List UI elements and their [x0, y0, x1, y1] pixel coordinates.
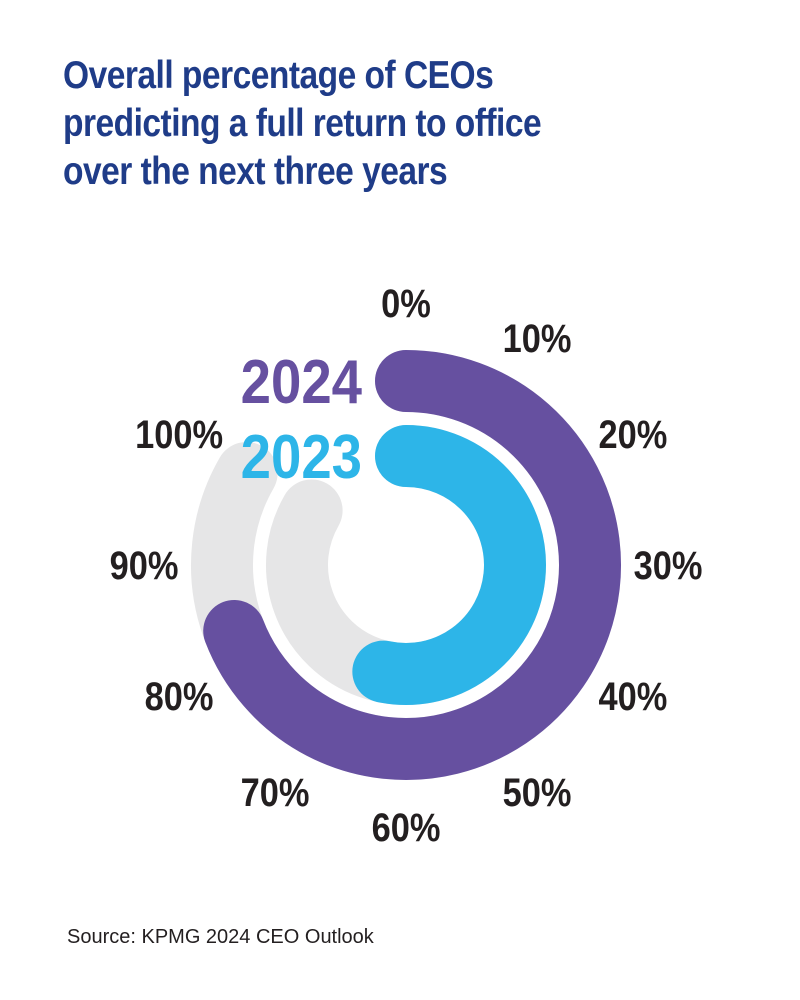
tick-label: 20%: [598, 412, 667, 457]
series-label-2023: 2023: [241, 423, 362, 492]
tick-label: 70%: [241, 769, 310, 814]
tick-label: 0%: [381, 281, 431, 326]
tick-label: 90%: [110, 543, 179, 588]
tick-label: 80%: [145, 674, 214, 719]
title-line-1: Overall percentage of CEOs: [63, 54, 494, 97]
series-arc-2023: [352, 425, 546, 705]
title-line-3: over the next three years: [63, 150, 448, 193]
source-note: Source: KPMG 2024 CEO Outlook: [67, 926, 374, 948]
tick-label: 40%: [598, 674, 667, 719]
tick-label: 30%: [634, 543, 703, 588]
tick-label: 10%: [503, 316, 572, 361]
chart-title: Overall percentage of CEOs predicting a …: [63, 52, 665, 196]
tick-label: 60%: [372, 805, 441, 850]
title-line-2: predicting a full return to office: [63, 102, 542, 145]
series-arc-2024: [203, 350, 621, 780]
series-label-2024: 2024: [241, 348, 363, 417]
tick-label: 100%: [135, 412, 223, 457]
tick-label: 50%: [503, 769, 572, 814]
